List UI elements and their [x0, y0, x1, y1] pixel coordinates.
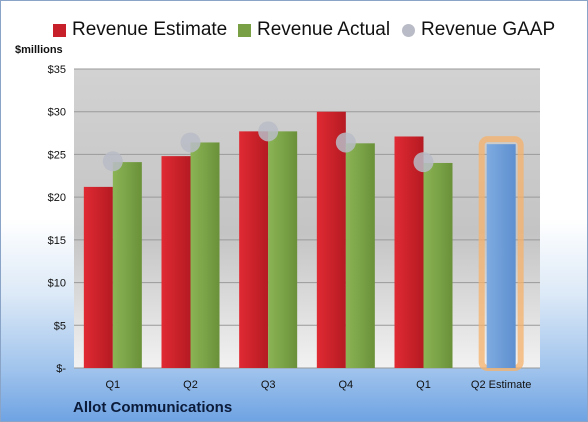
legend-item-actual: Revenue Actual: [238, 15, 390, 45]
marker-revenue-gaap: [102, 151, 123, 172]
y-tick-label: $5: [54, 320, 66, 332]
legend-swatch-actual: [238, 23, 251, 37]
legend-swatch-gaap: [402, 23, 415, 37]
x-tick-label: Q1: [416, 379, 431, 391]
plot-background: [74, 69, 540, 368]
legend-label-gaap: Revenue GAAP: [421, 19, 556, 40]
bar-revenue-actual: [190, 142, 220, 368]
legend: Revenue Estimate Revenue Actual Revenue …: [1, 15, 587, 45]
y-tick-label: $10: [48, 278, 66, 290]
bar-revenue-projected: [486, 144, 516, 368]
y-tick-label: $-: [56, 363, 66, 375]
marker-revenue-gaap: [413, 152, 434, 173]
y-tick-label: $35: [48, 64, 66, 76]
company-name: Allot Communications: [73, 399, 233, 416]
x-tick-label: Q1: [105, 379, 120, 391]
bar-revenue-estimate: [316, 111, 346, 368]
x-tick-label: Q3: [261, 379, 276, 391]
bar-revenue-actual: [268, 131, 298, 368]
bar-revenue-actual: [423, 162, 453, 368]
x-tick-label: Q4: [338, 379, 353, 391]
y-tick-label: $25: [48, 149, 66, 161]
x-tick-label: Q2: [183, 379, 198, 391]
y-tick-label: $30: [48, 107, 66, 119]
y-unit-label: $millions: [15, 44, 63, 56]
bar-revenue-estimate: [161, 156, 191, 368]
x-tick-label: Q2 Estimate: [471, 379, 532, 391]
y-tick-label: $20: [48, 192, 66, 204]
marker-revenue-gaap: [180, 132, 201, 153]
bar-revenue-actual: [112, 162, 142, 368]
legend-swatch-estimate: [53, 23, 66, 37]
bar-revenue-actual: [345, 143, 375, 368]
bar-revenue-estimate: [394, 136, 424, 368]
y-tick-label: $15: [48, 235, 66, 247]
bar-revenue-estimate: [83, 186, 113, 368]
legend-label-estimate: Revenue Estimate: [72, 19, 228, 40]
legend-item-estimate: Revenue Estimate: [53, 15, 227, 45]
legend-label-actual: Revenue Actual: [257, 19, 391, 40]
legend-item-gaap: Revenue GAAP: [402, 15, 555, 45]
marker-revenue-gaap: [335, 132, 356, 153]
marker-revenue-gaap: [258, 121, 279, 142]
bar-revenue-estimate: [239, 131, 269, 368]
